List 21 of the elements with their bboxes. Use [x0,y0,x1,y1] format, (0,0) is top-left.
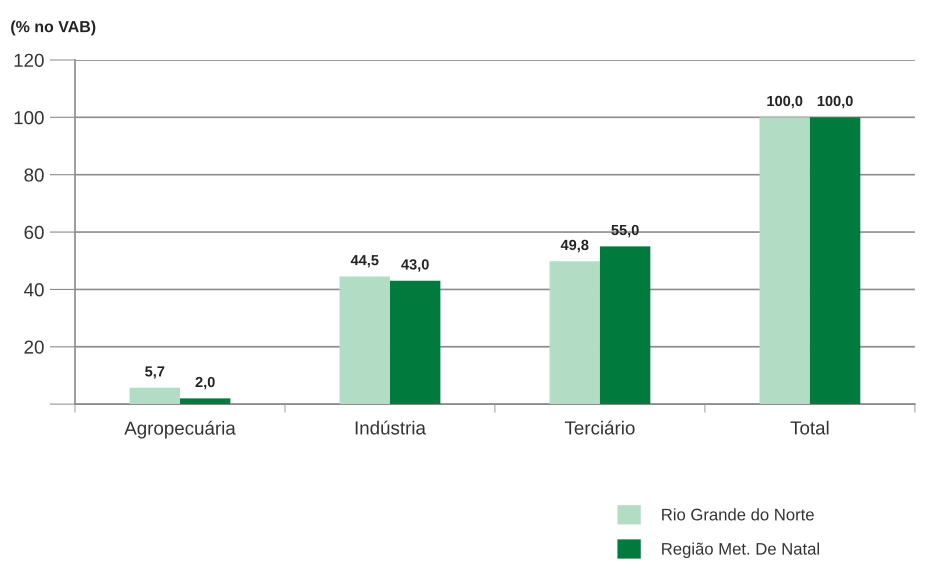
y-axis-title: (% no VAB) [11,20,96,36]
y-tick-label: 120 [14,54,44,67]
y-tick-label: 40 [24,283,44,296]
legend-label: Região Met. De Natal [662,542,819,558]
data-label: 5,7 [145,366,164,379]
y-tick-label: 60 [24,226,44,240]
x-tick-label: Total [790,420,828,435]
data-label: 43,0 [401,259,429,272]
y-tick-label: 100 [14,111,44,124]
data-label: 2,0 [196,376,215,390]
x-tick-label: Indústria [356,420,426,435]
x-tick-label: Terciário [564,420,635,435]
legend-label: Rio Grande do Norte [662,508,814,520]
data-label: 49,8 [560,240,588,252]
x-tick-label: Agropecuária [124,420,236,438]
y-tick-label: 80 [24,168,44,182]
data-label: 55,0 [611,224,639,238]
data-label: 44,5 [350,255,379,268]
data-label: 100,0 [818,96,853,108]
data-label: 100,0 [767,96,802,108]
y-tick-label: 20 [24,340,44,354]
